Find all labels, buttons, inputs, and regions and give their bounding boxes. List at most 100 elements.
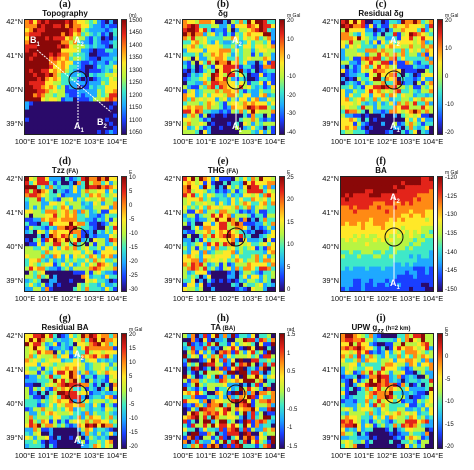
panel-5: (e) THG (FA) 42°N 41°N 40°N 39°N 100°E 101°E 102… <box>158 157 316 313</box>
colorbar-tick: 20 <box>287 197 294 204</box>
map-area <box>182 19 276 135</box>
colorbar-tick: -30 <box>287 111 296 118</box>
panel-title: THG (FA) <box>158 166 288 177</box>
lon-label: 101°E <box>195 451 217 460</box>
lat-label: 39°N <box>164 276 181 285</box>
panel-label: (a) <box>59 0 71 10</box>
colorbar-tick: -25 <box>129 273 138 279</box>
lat-label: 42°N <box>322 331 339 340</box>
lat-label: 39°N <box>6 276 23 285</box>
panel-title-main: δg <box>218 9 228 18</box>
panel-title: Tzz (FA) <box>0 166 130 177</box>
panel-title-main: Topography <box>42 9 88 18</box>
colorbar-tick: 0 <box>287 55 291 62</box>
lon-label: 100°E <box>14 294 36 303</box>
lon-label: 103°E <box>241 451 263 460</box>
annotation-letter: A <box>232 35 239 45</box>
annotation-A2: A2 <box>74 350 84 364</box>
annotation-A2: A2 <box>390 193 400 207</box>
lon-label: 100°E <box>330 451 352 460</box>
colorbar-tick: 5 <box>445 332 449 338</box>
annotation-A2: A2 <box>74 36 84 50</box>
panel-label: (f) <box>376 156 386 167</box>
lat-label: 42°N <box>6 174 23 183</box>
lat-label: 42°N <box>322 17 339 26</box>
lat-label: 41°N <box>6 208 23 217</box>
map-area <box>340 333 434 449</box>
colorbar <box>121 333 127 449</box>
map-field <box>341 334 433 448</box>
annotation-index: 2 <box>80 355 84 362</box>
colorbar <box>437 176 443 292</box>
lon-label: 100°E <box>172 294 194 303</box>
panel-title-suffix: (FA) <box>224 169 239 175</box>
colorbar-tick: 25 <box>287 175 294 181</box>
colorbar-unit: m Gal <box>129 327 143 333</box>
map-field <box>341 20 433 134</box>
colorbar-tick: -30 <box>129 287 138 293</box>
panel-3: (c) Residual δg A1 A2 42°N 41°N 40°N 39°N 100°E 1… <box>316 0 474 156</box>
anomaly-circle <box>226 227 246 247</box>
lat-label: 42°N <box>6 17 23 26</box>
lon-label: 100°E <box>172 137 194 146</box>
annotation-letter: B <box>30 35 37 45</box>
map-field <box>25 334 117 448</box>
colorbar-tick: 10 <box>287 36 294 43</box>
lat-label: 40°N <box>164 85 181 94</box>
annotation-index: 1 <box>80 127 84 134</box>
lat-label: 42°N <box>164 17 181 26</box>
colorbar-tick: 15 <box>129 346 136 352</box>
colorbar-unit: E <box>129 170 133 176</box>
lon-label: 103°E <box>399 451 421 460</box>
lat-label: 41°N <box>164 365 181 374</box>
colorbar-tick: -145 <box>445 268 458 275</box>
colorbar-tick: -20 <box>445 444 454 450</box>
colorbar-tick: 0.5 <box>287 369 296 376</box>
colorbar-tick: -5 <box>129 217 135 223</box>
colorbar-tick: -0.5 <box>287 406 298 413</box>
panel-title-main: UPW <box>351 323 371 332</box>
colorbar-tick: -10 <box>129 231 138 237</box>
colorbar-tick: -15 <box>129 430 138 436</box>
colorbar-tick: 1100 <box>129 117 142 124</box>
colorbar-tick: -140 <box>445 249 458 256</box>
colorbar-tick: 20 <box>445 18 452 24</box>
panel-label: (b) <box>216 0 230 10</box>
colorbar-tick: -20 <box>287 92 296 99</box>
annotation-B1: B1 <box>30 36 40 50</box>
colorbar-tick: 5 <box>129 374 133 380</box>
colorbar-tick: 0 <box>445 74 449 80</box>
lat-label: 39°N <box>6 433 23 442</box>
lat-label: 40°N <box>322 242 339 251</box>
lat-label: 41°N <box>322 51 339 60</box>
panel-title: Topography <box>0 9 130 18</box>
annotation-index: 2 <box>103 123 107 130</box>
colorbar-tick: 0 <box>129 388 133 394</box>
lon-label: 104°E <box>264 137 286 146</box>
panel-label: (e) <box>217 156 229 167</box>
lat-label: 40°N <box>164 242 181 251</box>
lon-label: 100°E <box>330 294 352 303</box>
lon-label: 101°E <box>37 137 59 146</box>
colorbar-tick: -10 <box>445 399 454 406</box>
annotation-index: 1 <box>238 127 242 134</box>
colorbar-unit: E <box>445 327 449 333</box>
annotation-letter: A <box>390 278 397 288</box>
panel-7: (g) Residual BA A1 A2 42°N 41°N 40°N 39°N 100°E 1… <box>0 314 158 470</box>
lat-label: 40°N <box>6 399 23 408</box>
panel-9: (i) UPW gzz (h=2 km) 42°N 41°N 40°N 39°N 100°E… <box>316 314 474 470</box>
lat-label: 42°N <box>6 331 23 340</box>
colorbar-unit: E <box>287 170 291 176</box>
anomaly-circle <box>384 227 404 247</box>
annotation-letter: A <box>390 35 397 45</box>
panel-4: (d) Tzz (FA) 42°N 41°N 40°N 39°N 100°E 101°E 102… <box>0 157 158 313</box>
colorbar-tick: 1.5 <box>287 332 296 338</box>
lat-label: 42°N <box>322 174 339 183</box>
annotation-A1: A1 <box>390 279 400 293</box>
colorbar-tick: 1300 <box>129 67 143 74</box>
panel-1: (a) Topography A1 A2 B1 B2 42°N 41°N 40°N 39°N 100… <box>0 0 158 156</box>
panel-title-main: Residual BA <box>41 323 89 332</box>
colorbar-tick: 10 <box>445 46 452 52</box>
map-area <box>340 19 434 135</box>
annotation-letter: A <box>74 121 81 131</box>
